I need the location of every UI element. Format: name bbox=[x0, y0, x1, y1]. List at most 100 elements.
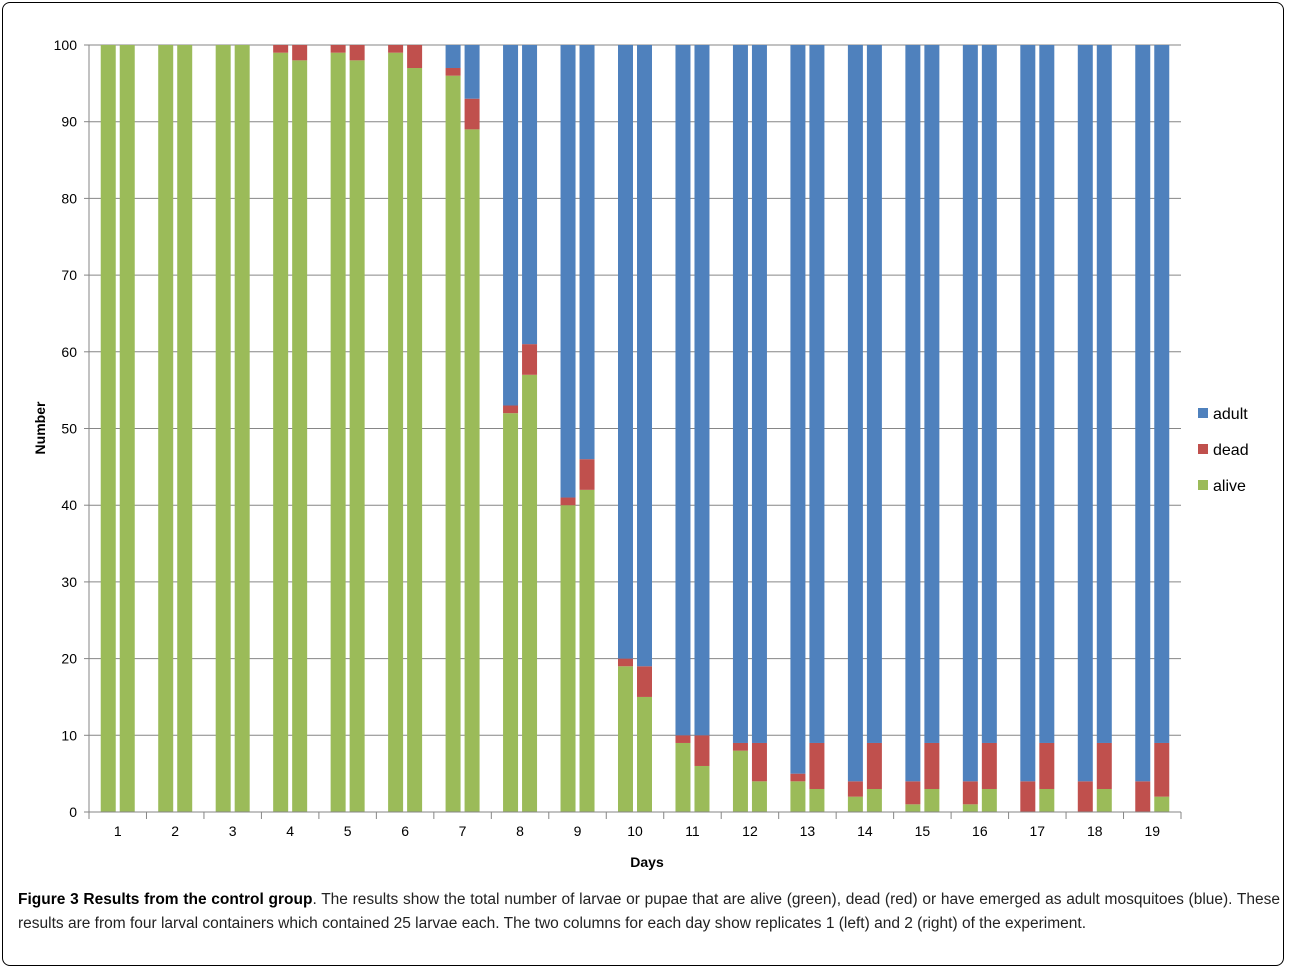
bar-alive-day-3-rep-1 bbox=[215, 45, 231, 812]
bar-alive-day-9-rep-2 bbox=[579, 489, 595, 812]
bar-alive-day-17-rep-2 bbox=[1039, 788, 1055, 812]
bar-dead-day-12-rep-2 bbox=[751, 742, 767, 782]
bar-dead-day-15-rep-2 bbox=[924, 742, 940, 789]
bar-alive-day-2-rep-1 bbox=[158, 45, 174, 812]
legend: adult dead alive bbox=[1198, 406, 1249, 495]
bar-adult-day-10-rep-2 bbox=[637, 45, 652, 667]
bar-alive-day-14-rep-2 bbox=[866, 788, 882, 812]
bar-adult-day-11-rep-1 bbox=[675, 45, 691, 736]
bar-alive-day-10-rep-2 bbox=[637, 696, 652, 812]
y-tick-label: 80 bbox=[61, 190, 77, 206]
x-axis-title: Days bbox=[630, 854, 664, 870]
bar-dead-day-17-rep-1 bbox=[1020, 781, 1036, 812]
x-tick-label: 8 bbox=[516, 823, 524, 839]
bar-adult-day-14-rep-2 bbox=[866, 45, 882, 743]
legend-label-alive: alive bbox=[1213, 478, 1246, 495]
bar-adult-day-18-rep-2 bbox=[1096, 45, 1112, 743]
bar-alive-day-5-rep-2 bbox=[349, 60, 365, 812]
bar-alive-day-7-rep-2 bbox=[464, 129, 480, 812]
y-tick-label: 60 bbox=[61, 344, 77, 360]
bar-dead-day-7-rep-1 bbox=[445, 68, 461, 76]
bar-alive-day-8-rep-1 bbox=[503, 413, 519, 812]
bar-dead-day-14-rep-1 bbox=[847, 781, 863, 797]
gridlines bbox=[89, 44, 1181, 736]
bar-adult-day-8-rep-2 bbox=[522, 45, 538, 345]
x-tick-label: 5 bbox=[344, 823, 352, 839]
y-tick-label: 20 bbox=[61, 651, 77, 667]
bar-alive-day-16-rep-1 bbox=[962, 804, 978, 812]
legend-swatch-alive bbox=[1198, 480, 1208, 490]
x-tick-label: 9 bbox=[574, 823, 582, 839]
bar-alive-day-12-rep-2 bbox=[751, 781, 767, 812]
bar-alive-day-2-rep-2 bbox=[177, 45, 193, 812]
bar-dead-day-5-rep-2 bbox=[349, 45, 365, 61]
bar-adult-day-8-rep-1 bbox=[503, 45, 519, 406]
bar-adult-day-9-rep-2 bbox=[579, 45, 595, 460]
y-axis-title: Number bbox=[32, 401, 48, 454]
y-tick-label: 50 bbox=[61, 421, 77, 437]
bar-dead-day-6-rep-1 bbox=[388, 45, 404, 53]
bar-dead-day-9-rep-1 bbox=[560, 497, 576, 506]
legend-swatch-dead bbox=[1198, 444, 1208, 454]
bars bbox=[100, 45, 1170, 813]
caption-body: . The results show the total number of l… bbox=[18, 891, 1281, 932]
bar-alive-day-6-rep-1 bbox=[388, 52, 404, 813]
bar-alive-day-11-rep-1 bbox=[675, 742, 691, 812]
bar-adult-day-19-rep-2 bbox=[1154, 45, 1170, 743]
bar-dead-day-16-rep-1 bbox=[962, 781, 978, 805]
x-tick-label: 16 bbox=[972, 823, 988, 839]
bar-adult-day-9-rep-1 bbox=[560, 45, 576, 498]
bar-alive-day-4-rep-2 bbox=[292, 60, 308, 812]
bar-adult-day-15-rep-2 bbox=[924, 45, 940, 743]
bar-dead-day-18-rep-1 bbox=[1077, 781, 1093, 812]
bar-alive-day-18-rep-2 bbox=[1096, 788, 1112, 812]
bar-alive-day-12-rep-1 bbox=[732, 750, 748, 812]
x-tick-label: 4 bbox=[286, 823, 294, 839]
bar-alive-day-1-rep-1 bbox=[100, 45, 116, 812]
bar-alive-day-13-rep-1 bbox=[790, 781, 806, 812]
bar-alive-day-5-rep-1 bbox=[330, 52, 346, 813]
bar-adult-day-13-rep-2 bbox=[809, 45, 825, 743]
bar-alive-day-11-rep-2 bbox=[694, 765, 710, 812]
bar-dead-day-8-rep-1 bbox=[503, 405, 519, 414]
bar-alive-day-15-rep-2 bbox=[924, 788, 940, 812]
bar-adult-day-11-rep-2 bbox=[694, 45, 710, 736]
bar-dead-day-7-rep-2 bbox=[464, 98, 480, 130]
bar-dead-day-19-rep-2 bbox=[1154, 742, 1170, 797]
x-tick-label: 18 bbox=[1087, 823, 1103, 839]
bar-dead-day-18-rep-2 bbox=[1096, 742, 1112, 789]
bar-dead-day-8-rep-2 bbox=[522, 344, 538, 375]
bar-alive-day-8-rep-2 bbox=[522, 374, 538, 812]
bar-dead-day-4-rep-1 bbox=[273, 45, 289, 53]
bar-alive-day-3-rep-2 bbox=[234, 45, 250, 812]
bar-alive-day-9-rep-1 bbox=[560, 505, 576, 812]
bar-dead-day-12-rep-1 bbox=[732, 742, 748, 751]
x-tick-label: 3 bbox=[229, 823, 237, 839]
bar-alive-day-19-rep-2 bbox=[1154, 796, 1170, 812]
legend-label-dead: dead bbox=[1213, 442, 1249, 459]
bar-dead-day-6-rep-2 bbox=[407, 45, 423, 69]
bar-alive-day-15-rep-1 bbox=[905, 804, 921, 812]
bar-adult-day-7-rep-2 bbox=[464, 45, 480, 99]
bar-dead-day-10-rep-1 bbox=[618, 658, 633, 667]
bar-dead-day-11-rep-1 bbox=[675, 735, 691, 743]
bar-dead-day-11-rep-2 bbox=[694, 735, 710, 766]
bar-adult-day-7-rep-1 bbox=[445, 45, 461, 69]
bar-dead-day-13-rep-1 bbox=[790, 773, 806, 782]
bar-dead-day-15-rep-1 bbox=[905, 781, 921, 805]
bar-adult-day-14-rep-1 bbox=[847, 45, 863, 782]
x-tick-label: 10 bbox=[627, 823, 643, 839]
bar-dead-day-10-rep-2 bbox=[637, 666, 652, 697]
bar-adult-day-16-rep-1 bbox=[962, 45, 978, 782]
bar-adult-day-18-rep-1 bbox=[1077, 45, 1093, 782]
bar-alive-day-4-rep-1 bbox=[273, 52, 289, 813]
bar-alive-day-16-rep-2 bbox=[981, 788, 997, 812]
bar-dead-day-14-rep-2 bbox=[866, 742, 882, 789]
y-tick-label: 90 bbox=[61, 114, 77, 130]
bar-dead-day-19-rep-1 bbox=[1135, 781, 1151, 812]
y-tick-label: 100 bbox=[54, 37, 78, 53]
bar-alive-day-7-rep-1 bbox=[445, 75, 461, 813]
bar-adult-day-19-rep-1 bbox=[1135, 45, 1151, 782]
